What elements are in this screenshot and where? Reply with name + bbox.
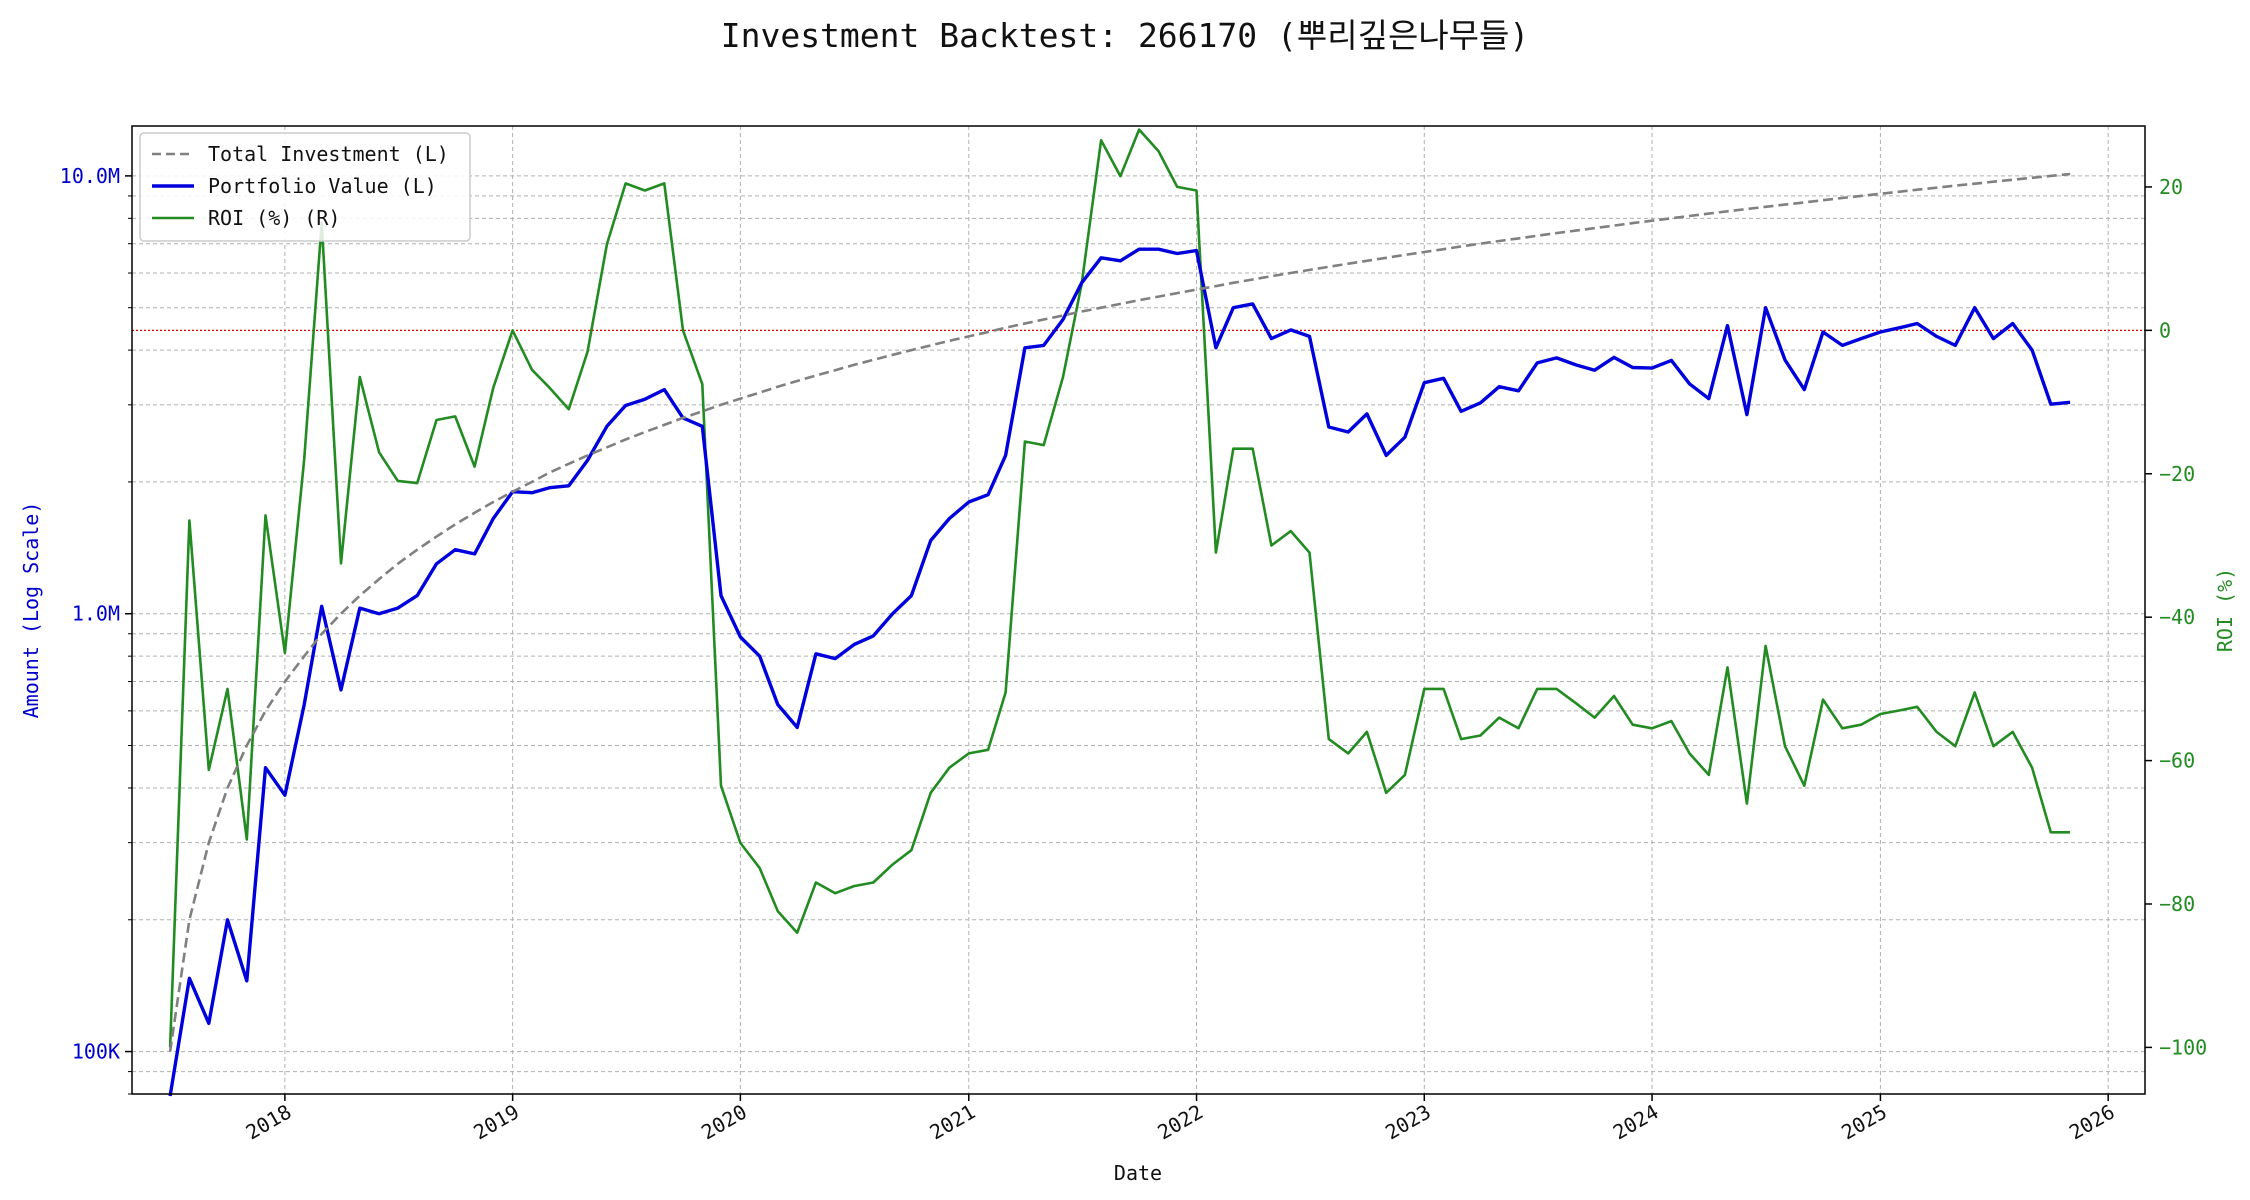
left-axis: 100K 1.0M 10.0M bbox=[60, 164, 132, 1095]
right-axis-label: ROI (%) bbox=[2213, 568, 2237, 652]
right-tick-label: 0 bbox=[2159, 318, 2171, 342]
x-axis-label: Date bbox=[1114, 1161, 1162, 1185]
legend-box bbox=[139, 132, 471, 242]
plot-frame bbox=[131, 125, 2146, 1095]
right-tick-label: −100 bbox=[2159, 1035, 2207, 1059]
right-tick-label: −80 bbox=[2159, 892, 2195, 916]
left-tick-label: 1.0M bbox=[72, 602, 120, 626]
left-tick-label: 10.0M bbox=[60, 164, 120, 188]
series-line-1 bbox=[168, 247, 2071, 1097]
legend-label: Portfolio Value (L) bbox=[208, 174, 437, 198]
series-line-0 bbox=[168, 172, 2071, 1052]
grid bbox=[132, 126, 2145, 1095]
legend: Total Investment (L) Portfolio Value (L) R… bbox=[139, 132, 471, 242]
right-tick-label: −20 bbox=[2159, 462, 2195, 486]
series-layer bbox=[168, 128, 2071, 1097]
series-line-2 bbox=[168, 128, 2071, 1048]
right-tick-label: −40 bbox=[2159, 605, 2195, 629]
right-tick-label: −60 bbox=[2159, 749, 2195, 773]
legend-label: ROI (%) (R) bbox=[208, 206, 340, 230]
legend-label: Total Investment (L) bbox=[208, 142, 449, 166]
left-axis-label: Amount (Log Scale) bbox=[19, 502, 43, 719]
right-tick-label: 20 bbox=[2159, 175, 2183, 199]
left-tick-label: 100K bbox=[72, 1040, 120, 1064]
right-axis: −100 −80 −60 −40 −20 0 20 bbox=[2145, 175, 2207, 1059]
chart-title: Investment Backtest: 266170 (뿌리깊은나무들) bbox=[721, 16, 1530, 55]
